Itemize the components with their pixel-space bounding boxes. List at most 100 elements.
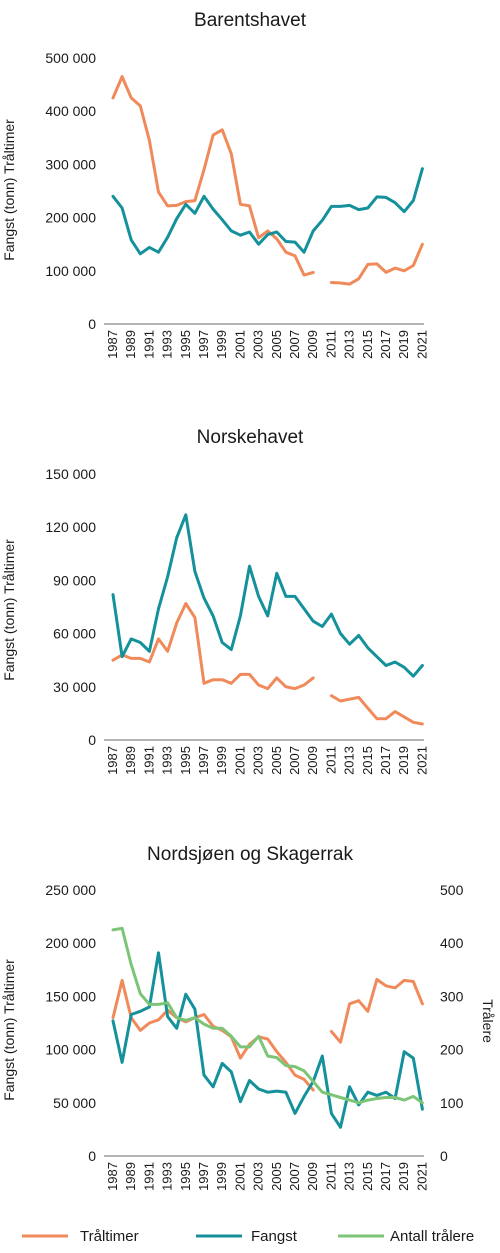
chart-title: Barentshavet: [194, 10, 307, 31]
chart-panel-1: Barentshavet Fangst (tonn) Tråltimer 0 100 …: [1, 10, 429, 359]
chart-title: Nordsjøen og Skagerrak: [147, 844, 353, 865]
series-line-antall-tr-lere: [111, 926, 424, 1105]
x-tick-label: 2017: [378, 746, 393, 775]
x-tick-label: 2001: [232, 746, 247, 775]
y-tick-label: 200 000: [45, 210, 96, 226]
x-tick-label: 2003: [251, 746, 266, 775]
x-tick-label: 1993: [160, 330, 175, 359]
x-tick-label: 2007: [287, 1162, 302, 1191]
x-tick-label: 2011: [323, 1162, 338, 1190]
x-tick-label: 1991: [141, 746, 156, 775]
x-tick-label: 2017: [378, 330, 393, 359]
x-tick-label: 2021: [414, 330, 429, 359]
x-tick-label: 1989: [123, 746, 138, 775]
y-tick-label: 0: [88, 1148, 96, 1164]
series-line-fangst: [111, 513, 424, 678]
x-tick-label: 1995: [178, 746, 193, 775]
x-tick-label: 2009: [305, 1162, 320, 1191]
legend-label: Fangst: [251, 1228, 298, 1245]
y2-tick-label: 0: [440, 1148, 448, 1164]
series-line-tr-ltimer: [111, 602, 424, 726]
x-tick-label: 1987: [105, 330, 120, 359]
x-tick-label: 2015: [360, 1162, 375, 1191]
x-tick-label: 1987: [105, 746, 120, 775]
x-tick-label: 2007: [287, 746, 302, 775]
y2-axis-label: Trålere: [480, 999, 496, 1043]
x-tick-label: 2017: [378, 1162, 393, 1191]
y-tick-label: 300 000: [45, 156, 96, 172]
x-tick-label: 2015: [360, 330, 375, 359]
x-tick-label: 2007: [287, 330, 302, 359]
chart-panel-3: Nordsjøen og Skagerrak Fangst (tonn) Trål…: [1, 844, 496, 1191]
y-tick-label: 100 000: [45, 1042, 96, 1058]
y2-tick-label: 500: [440, 882, 464, 898]
y-tick-label: 500 000: [45, 50, 96, 66]
x-tick-label: 1999: [214, 746, 229, 775]
y2-tick-label: 300: [440, 988, 464, 1004]
x-tick-label: 1993: [160, 746, 175, 775]
y-tick-label: 50 000: [53, 1095, 96, 1111]
series-line-fangst: [111, 167, 424, 256]
legend-label: Tråltimer: [80, 1228, 139, 1245]
series-line-fangst: [111, 951, 424, 1129]
x-tick-label: 2003: [251, 1162, 266, 1191]
x-tick-label: 2003: [251, 330, 266, 359]
y-tick-label: 120 000: [45, 519, 96, 535]
x-tick-label: 2009: [305, 330, 320, 359]
x-tick-label: 1997: [196, 746, 211, 775]
x-tick-label: 2021: [414, 1162, 429, 1191]
y-tick-label: 90 000: [53, 572, 96, 588]
legend-label: Antall trålere: [390, 1228, 474, 1245]
y2-tick-label: 200: [440, 1042, 464, 1058]
x-tick-label: 1993: [160, 1162, 175, 1191]
series-line-tr-ltimer: [111, 75, 424, 286]
y-tick-label: 0: [88, 732, 96, 748]
x-tick-label: 2001: [232, 1162, 247, 1191]
x-tick-label: 2005: [269, 1162, 284, 1191]
chart-panel-2: Norskehavet Fangst (tonn) Tråltimer 0 30 00…: [1, 427, 429, 775]
x-tick-label: 2005: [269, 330, 284, 359]
x-tick-label: 1995: [178, 330, 193, 359]
x-tick-label: 1997: [196, 1162, 211, 1191]
x-tick-label: 2019: [396, 330, 411, 359]
y-axis-label: Fangst (tonn) Tråltimer: [1, 119, 17, 261]
legend: Tråltimer Fangst Antall trålere: [22, 1228, 474, 1245]
x-tick-label: 2015: [360, 746, 375, 775]
y-tick-label: 60 000: [53, 626, 96, 642]
y-tick-label: 150 000: [45, 988, 96, 1004]
x-tick-label: 1997: [196, 330, 211, 359]
x-tick-label: 2013: [342, 330, 357, 359]
y-tick-label: 250 000: [45, 882, 96, 898]
x-tick-label: 2021: [414, 746, 429, 775]
x-tick-label: 1987: [105, 1162, 120, 1191]
x-tick-label: 1989: [123, 330, 138, 359]
x-tick-label: 2011: [323, 330, 338, 358]
x-tick-label: 1991: [141, 330, 156, 359]
x-tick-label: 2001: [232, 330, 247, 359]
y-tick-label: 400 000: [45, 103, 96, 119]
series-line-tr-ltimer: [111, 977, 424, 1092]
y-tick-label: 0: [88, 316, 96, 332]
y-tick-label: 200 000: [45, 935, 96, 951]
x-tick-label: 2019: [396, 746, 411, 775]
y-axis-label: Fangst (tonn) Tråltimer: [1, 959, 17, 1101]
y2-tick-label: 400: [440, 935, 464, 951]
x-tick-label: 2013: [342, 1162, 357, 1191]
x-tick-label: 1989: [123, 1162, 138, 1191]
x-tick-label: 2009: [305, 746, 320, 775]
x-tick-label: 2005: [269, 746, 284, 775]
x-tick-label: 1991: [141, 1162, 156, 1191]
y-tick-label: 30 000: [53, 679, 96, 695]
chart-title: Norskehavet: [197, 427, 304, 448]
y-axis-label: Fangst (tonn) Tråltimer: [1, 539, 17, 681]
y-tick-label: 150 000: [45, 466, 96, 482]
y-tick-label: 100 000: [45, 263, 96, 279]
x-tick-label: 2011: [323, 746, 338, 774]
y2-tick-label: 100: [440, 1095, 464, 1111]
x-tick-label: 2013: [342, 746, 357, 775]
x-tick-label: 1999: [214, 1162, 229, 1191]
x-tick-label: 1995: [178, 1162, 193, 1191]
x-tick-label: 1999: [214, 330, 229, 359]
x-tick-label: 2019: [396, 1162, 411, 1191]
